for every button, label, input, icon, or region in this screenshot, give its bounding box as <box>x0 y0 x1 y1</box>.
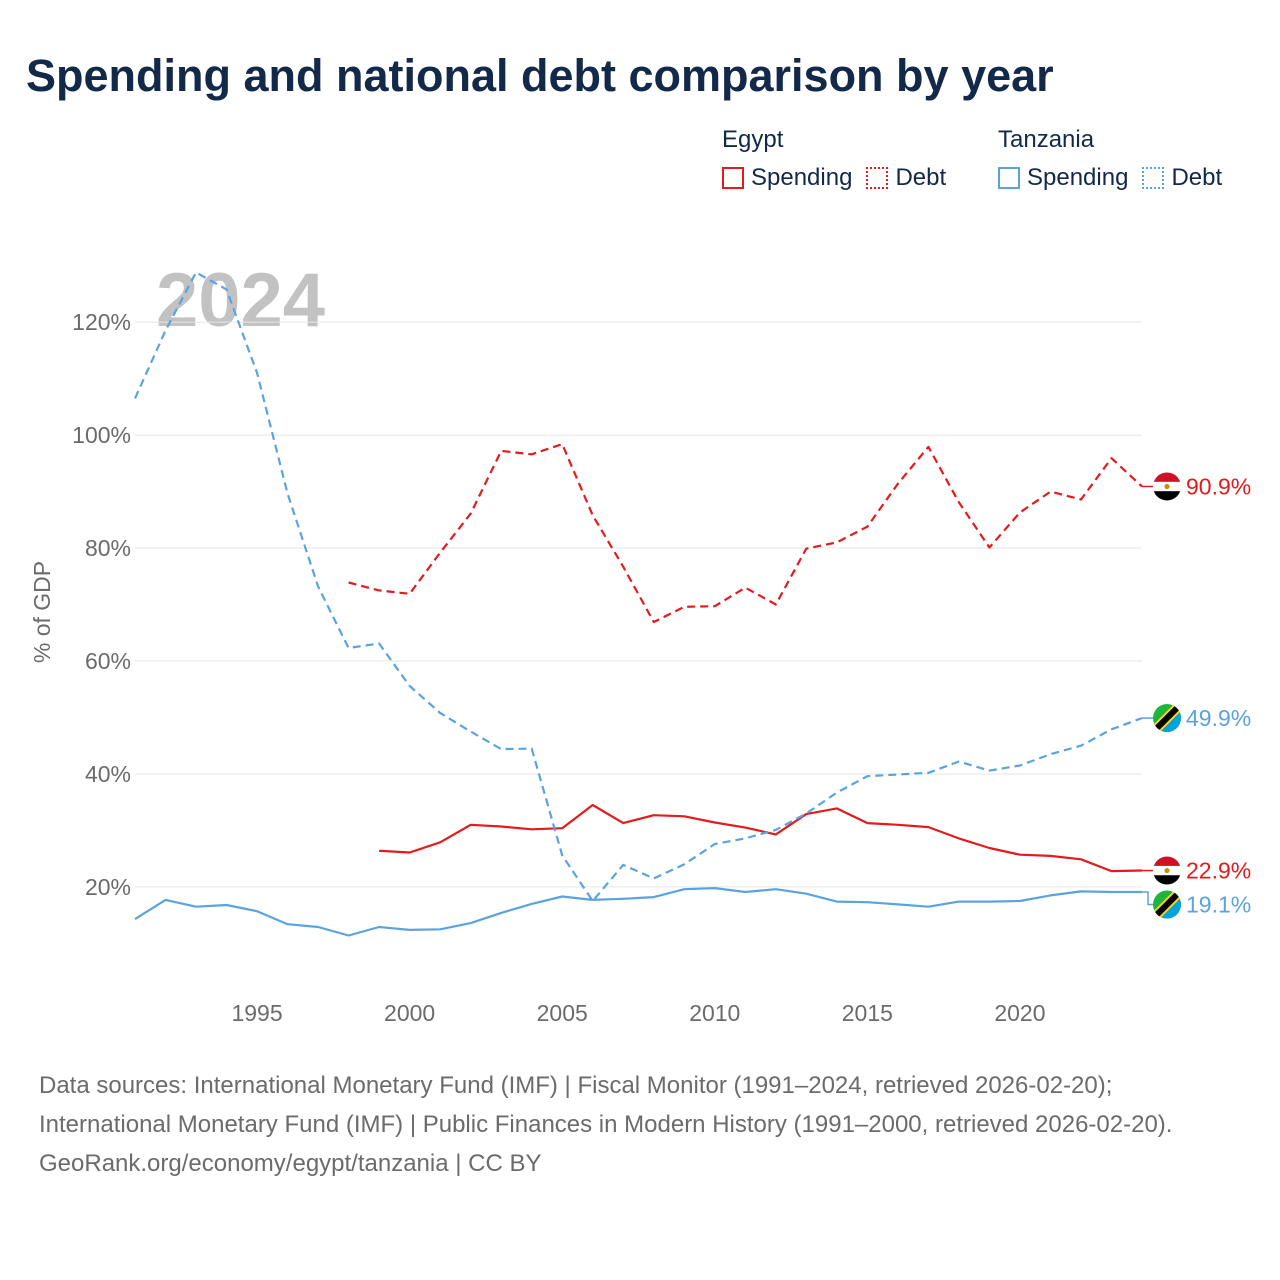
year-watermark: 2024 <box>156 258 325 343</box>
x-tick-label: 2020 <box>994 1000 1045 1026</box>
x-tick-label: 2015 <box>842 1000 893 1026</box>
egypt-flag-icon <box>1153 856 1181 885</box>
credit-line: GeoRank.org/economy/egypt/tanzania | CC … <box>39 1150 542 1177</box>
legend-item-egypt-debt[interactable]: Debt <box>866 164 946 192</box>
legend-group-title: Tanzania <box>998 126 1095 153</box>
solid-line-swatch-icon <box>998 167 1020 189</box>
legend-item-tanzania-spending[interactable]: Spending <box>998 164 1128 192</box>
y-tick-label: 20% <box>85 874 131 900</box>
end-value-label-tanzania-debt: 49.9% <box>1186 705 1251 731</box>
tanzania-flag-icon <box>1153 704 1181 733</box>
legend-label: Debt <box>895 164 947 191</box>
legend-label: Spending <box>751 164 853 191</box>
y-tick-label: 40% <box>85 761 131 787</box>
x-tick-label: 1995 <box>231 1000 282 1026</box>
y-tick-label: 60% <box>85 648 131 674</box>
series-line-egypt-spending <box>379 803 1143 873</box>
end-value-label-tanzania-spending: 19.1% <box>1186 892 1251 918</box>
end-value-label-egypt-spending: 22.9% <box>1186 858 1251 884</box>
legend-label: Spending <box>1027 164 1129 191</box>
chart-footer: Data sources: International Monetary Fun… <box>39 1066 1249 1183</box>
y-tick-label: 80% <box>85 535 131 561</box>
series-line-egypt-debt <box>348 443 1143 624</box>
legend-label: Debt <box>1171 164 1223 191</box>
x-tick-label: 2010 <box>689 1000 740 1026</box>
end-connector <box>1142 891 1153 906</box>
chart-title: Spending and national debt comparison by… <box>26 50 1054 101</box>
solid-line-swatch-icon <box>722 167 744 189</box>
y-axis-label: % of GDP <box>29 561 55 663</box>
x-tick-label: 2000 <box>384 1000 435 1026</box>
end-value-label-egypt-debt: 90.9% <box>1186 473 1251 499</box>
data-sources-note: Data sources: International Monetary Fun… <box>39 1072 1173 1138</box>
series-line-tanzania-spending <box>134 886 1142 937</box>
legend-group-egypt: Egypt Spending Debt <box>722 124 946 192</box>
dotted-line-swatch-icon <box>866 167 889 189</box>
tanzania-flag-icon <box>1153 890 1181 919</box>
line-chart: 2024 20% 40% 60% 80% 100% 120% 1995 2000 2005 20… <box>29 258 1251 1026</box>
egypt-flag-icon <box>1153 472 1181 501</box>
series-line-tanzania-debt <box>133 271 1143 903</box>
y-tick-label: 120% <box>72 309 131 335</box>
legend-group-title: Egypt <box>722 126 784 153</box>
x-tick-label: 2005 <box>537 1000 588 1026</box>
legend-group-tanzania: Tanzania Spending Debt <box>998 124 1222 192</box>
y-tick-label: 100% <box>72 422 131 448</box>
legend-item-tanzania-debt[interactable]: Debt <box>1142 164 1222 192</box>
dotted-line-swatch-icon <box>1142 167 1165 189</box>
legend-item-egypt-spending[interactable]: Spending <box>722 164 852 192</box>
